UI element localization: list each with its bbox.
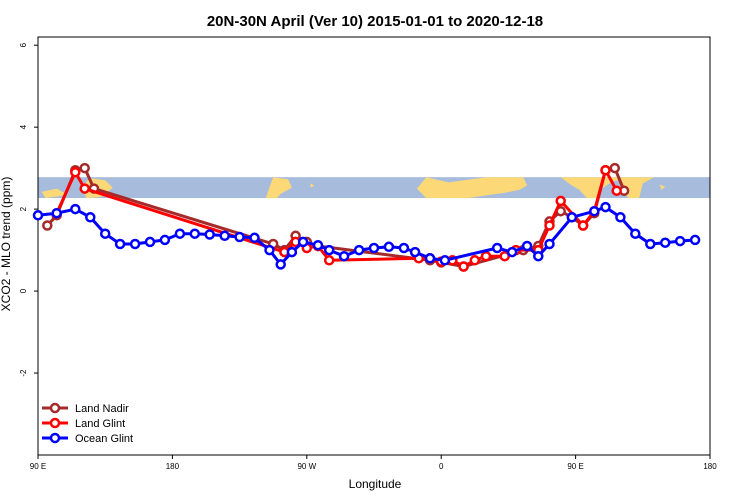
series-1-point-14 <box>480 250 492 262</box>
series-layer <box>32 162 701 272</box>
series-2-point-10 <box>189 228 201 239</box>
series-2-point-5 <box>114 238 126 250</box>
series-2-point-41 <box>674 235 686 247</box>
series-0-point-21 <box>609 162 621 174</box>
x-tick-label-5: 180 <box>703 462 717 471</box>
series-1-point-20 <box>577 220 589 231</box>
map-land-5 <box>560 177 654 199</box>
legend-marker-0 <box>49 402 61 414</box>
series-2-point-3 <box>85 212 96 223</box>
x-axis-label: Longitude <box>349 477 402 491</box>
y-tick-label-4: 6 <box>19 42 28 47</box>
series-2-point-13 <box>234 231 245 243</box>
legend-label-0: Land Nadir <box>75 403 129 415</box>
series-2-point-32 <box>533 250 544 262</box>
y-tick-label-2: 2 <box>19 206 28 211</box>
legend-label-1: Land Glint <box>75 418 125 430</box>
series-2-point-2 <box>70 203 81 215</box>
series-2-point-40 <box>659 237 671 248</box>
legend: Land Nadir Land Glint Ocean Glint <box>42 402 133 445</box>
map-ocean <box>38 177 710 199</box>
series-2-point-9 <box>174 228 186 239</box>
series-0-point-3 <box>79 162 90 174</box>
x-tick-label-3: 0 <box>439 462 444 471</box>
map-land-6 <box>659 184 666 190</box>
legend-marker-2 <box>49 432 61 444</box>
series-2-point-42 <box>689 234 701 246</box>
series-1-point-13 <box>469 255 481 266</box>
series-2-point-8 <box>159 234 171 246</box>
series-2-point-31 <box>521 240 533 252</box>
series-2-point-7 <box>144 236 156 248</box>
series-1-point-1 <box>70 166 81 178</box>
series-2-point-0 <box>32 210 44 221</box>
chart-title: 20N-30N April (Ver 10) 2015-01-01 to 202… <box>207 13 543 30</box>
series-2-point-16 <box>275 259 286 270</box>
series-2-point-37 <box>615 212 626 223</box>
map-land-4 <box>416 177 528 199</box>
series-1-point-12 <box>458 261 469 272</box>
series-2-point-19 <box>312 239 324 251</box>
series-2-point-4 <box>99 228 111 239</box>
series-2-point-30 <box>506 246 518 258</box>
y-tick-label-1: 0 <box>19 288 28 293</box>
series-0-point-0 <box>42 220 53 231</box>
x-tick-label-4: 90 E <box>567 462 583 471</box>
series-2-point-34 <box>566 212 578 223</box>
x-tick-label-1: 180 <box>166 462 180 471</box>
series-2-point-22 <box>353 244 365 256</box>
plot-frame <box>37 36 711 456</box>
series-2-point-26 <box>409 246 421 258</box>
series-1-point-18 <box>544 220 555 231</box>
series-2-point-24 <box>383 241 395 253</box>
series-2-point-11 <box>204 229 215 240</box>
series-2-point-29 <box>491 242 503 254</box>
map-land-3 <box>310 183 315 188</box>
series-2 <box>32 201 701 270</box>
y-tick-label-3: 4 <box>19 124 28 129</box>
map-band <box>38 177 710 199</box>
series-2-point-38 <box>630 228 641 239</box>
series-2-point-39 <box>645 238 656 250</box>
y-axis-label: XCO2 - MLO trend (ppm) <box>0 177 13 312</box>
y-axis: -2 0 2 4 6 <box>19 42 38 377</box>
series-2-point-12 <box>219 230 230 242</box>
series-2-point-1 <box>51 207 62 219</box>
series-2-point-23 <box>368 242 380 254</box>
x-tick-label-0: 90 E <box>30 462 46 471</box>
series-2-point-33 <box>544 238 555 250</box>
legend-marker-1 <box>49 417 61 429</box>
map-land-2 <box>265 177 292 199</box>
series-1-point-23 <box>611 185 622 196</box>
map-land-1 <box>41 188 68 199</box>
series-2-point-15 <box>264 244 275 256</box>
series-2-point-14 <box>249 232 260 244</box>
series-2-point-17 <box>286 246 298 258</box>
x-tick-label-2: 90 W <box>297 462 316 471</box>
series-1-point-7 <box>323 255 335 266</box>
series-2-point-36 <box>600 201 611 213</box>
series-2-point-21 <box>338 250 350 262</box>
series-2-point-25 <box>398 242 410 254</box>
series-1-point-19 <box>555 195 566 207</box>
series-1-point-22 <box>600 164 611 176</box>
y-tick-label-0: -2 <box>19 369 28 377</box>
series-2-point-28 <box>439 255 451 266</box>
series-1-point-2 <box>79 183 90 194</box>
x-axis: 90 E 180 90 W 0 90 E 180 <box>30 455 717 471</box>
series-2-point-6 <box>129 238 141 250</box>
series-2-point-18 <box>297 236 309 248</box>
series-2-point-20 <box>323 244 335 256</box>
series-2-point-35 <box>589 205 600 217</box>
legend-label-2: Ocean Glint <box>75 433 133 445</box>
series-1-point-15 <box>499 250 510 262</box>
series-2-point-27 <box>424 253 436 264</box>
